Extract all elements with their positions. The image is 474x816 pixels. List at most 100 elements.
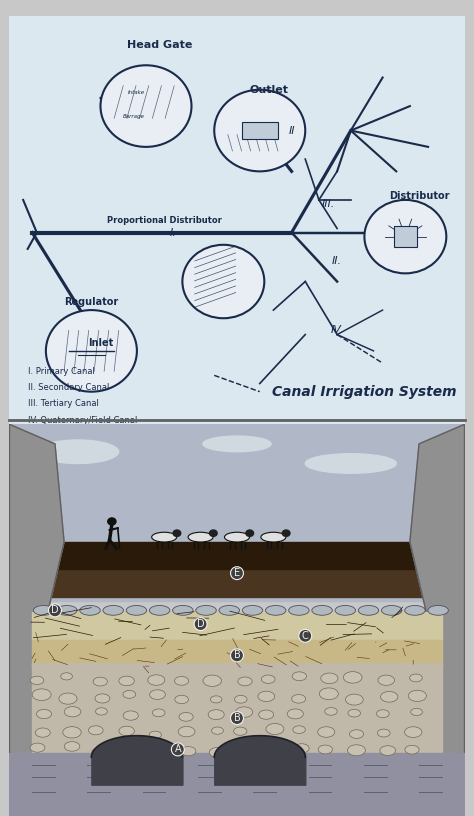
Text: I.: I.: [170, 228, 177, 237]
Bar: [394, 227, 417, 247]
Text: Regulator: Regulator: [64, 297, 118, 307]
Text: Intake: Intake: [128, 90, 145, 95]
Ellipse shape: [335, 605, 356, 615]
Bar: [32, 565, 442, 596]
Ellipse shape: [203, 436, 271, 452]
Circle shape: [365, 200, 447, 273]
Ellipse shape: [56, 605, 77, 615]
Ellipse shape: [118, 743, 136, 754]
Bar: [242, 122, 278, 139]
Ellipse shape: [148, 748, 162, 756]
Circle shape: [209, 530, 218, 537]
Text: B: B: [234, 650, 240, 660]
Ellipse shape: [381, 691, 398, 702]
Ellipse shape: [32, 689, 51, 700]
Ellipse shape: [410, 674, 422, 682]
Ellipse shape: [258, 691, 275, 702]
Ellipse shape: [208, 710, 224, 720]
Ellipse shape: [210, 696, 222, 703]
Ellipse shape: [123, 690, 136, 698]
Ellipse shape: [181, 747, 196, 756]
Text: D: D: [51, 605, 59, 615]
Text: C: C: [302, 631, 309, 641]
Ellipse shape: [196, 605, 216, 615]
Text: II: II: [288, 126, 295, 135]
Ellipse shape: [225, 532, 249, 542]
Text: B: B: [234, 713, 240, 723]
Ellipse shape: [294, 743, 309, 753]
Text: IV. Quaternary/Field Canal: IV. Quaternary/Field Canal: [27, 415, 137, 425]
Text: II.: II.: [332, 256, 342, 266]
Ellipse shape: [36, 709, 52, 719]
Ellipse shape: [318, 727, 335, 738]
Bar: [9, 753, 465, 816]
Bar: [32, 663, 442, 757]
Ellipse shape: [321, 673, 338, 684]
Ellipse shape: [175, 695, 189, 703]
Ellipse shape: [358, 605, 379, 615]
Ellipse shape: [119, 726, 135, 736]
Ellipse shape: [405, 745, 419, 754]
Ellipse shape: [234, 727, 247, 735]
Text: Barrage: Barrage: [123, 114, 145, 119]
Ellipse shape: [292, 694, 306, 703]
Text: III.: III.: [321, 199, 335, 209]
Circle shape: [173, 530, 182, 537]
Ellipse shape: [152, 532, 177, 542]
Text: Proportional Distributor: Proportional Distributor: [107, 215, 222, 225]
Ellipse shape: [382, 605, 402, 615]
Ellipse shape: [266, 724, 284, 734]
Bar: [9, 424, 465, 601]
Ellipse shape: [405, 605, 425, 615]
Text: D: D: [197, 619, 204, 629]
Text: Inlet: Inlet: [88, 338, 113, 348]
Bar: [32, 612, 442, 640]
Ellipse shape: [209, 747, 225, 757]
Ellipse shape: [348, 709, 360, 717]
Ellipse shape: [265, 605, 286, 615]
Ellipse shape: [346, 694, 363, 705]
Text: II. Secondary Canal: II. Secondary Canal: [27, 383, 109, 392]
Ellipse shape: [61, 672, 73, 680]
Ellipse shape: [319, 688, 338, 699]
Circle shape: [245, 530, 254, 537]
Ellipse shape: [289, 605, 309, 615]
Ellipse shape: [174, 676, 189, 685]
Ellipse shape: [96, 707, 107, 715]
Ellipse shape: [293, 725, 305, 734]
Ellipse shape: [89, 725, 103, 734]
Ellipse shape: [287, 709, 303, 719]
Polygon shape: [410, 424, 465, 816]
Text: Canal Irrigation System: Canal Irrigation System: [272, 384, 457, 399]
Ellipse shape: [238, 747, 254, 756]
Text: IV.: IV.: [330, 326, 344, 335]
Circle shape: [100, 65, 191, 147]
Ellipse shape: [380, 746, 396, 756]
Ellipse shape: [178, 726, 195, 737]
Bar: [32, 640, 442, 667]
Ellipse shape: [30, 743, 45, 752]
Ellipse shape: [325, 707, 337, 715]
Ellipse shape: [64, 742, 80, 752]
Ellipse shape: [203, 675, 221, 686]
Ellipse shape: [428, 605, 448, 615]
Ellipse shape: [173, 605, 193, 615]
Ellipse shape: [410, 708, 422, 716]
Ellipse shape: [305, 454, 396, 473]
Polygon shape: [9, 424, 64, 816]
Ellipse shape: [64, 707, 81, 716]
Circle shape: [46, 310, 137, 392]
Circle shape: [282, 530, 291, 537]
Ellipse shape: [95, 694, 110, 703]
Ellipse shape: [188, 532, 213, 542]
Ellipse shape: [347, 745, 365, 756]
Text: A: A: [174, 744, 181, 755]
Ellipse shape: [33, 605, 54, 615]
Ellipse shape: [242, 605, 263, 615]
Ellipse shape: [312, 605, 332, 615]
Ellipse shape: [150, 690, 165, 699]
Ellipse shape: [126, 605, 146, 615]
Text: E: E: [234, 568, 240, 579]
Ellipse shape: [119, 676, 134, 685]
Ellipse shape: [235, 695, 247, 703]
